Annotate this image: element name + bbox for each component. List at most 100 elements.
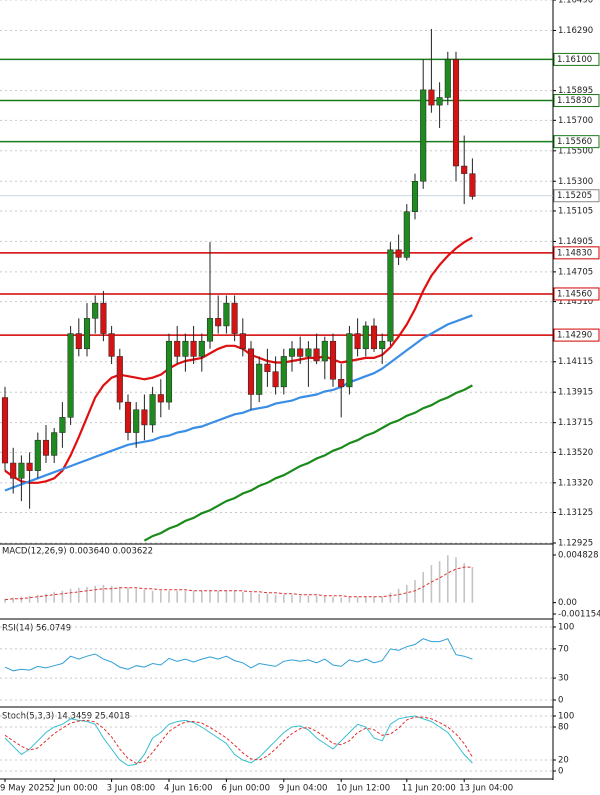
y-tick-label: 0.00 [558, 598, 577, 608]
candle-body [157, 394, 164, 403]
candle-body [305, 348, 312, 357]
histogram-bar [356, 596, 359, 603]
histogram-bar [324, 595, 326, 603]
y-tick-label: 20 [558, 756, 569, 766]
histogram-bar [45, 593, 47, 603]
candle-body [247, 348, 255, 395]
histogram-bar [201, 590, 203, 603]
histogram-bar [4, 598, 6, 603]
y-tick-label: 80 [558, 723, 569, 733]
candle-body [198, 340, 205, 357]
histogram-bar [12, 597, 14, 603]
candle-body [10, 462, 17, 479]
candle-body [370, 325, 378, 350]
candle-body [92, 302, 99, 319]
candle-body [346, 333, 353, 388]
candle-body [321, 340, 328, 362]
current-price-label: 1.15205 [557, 191, 592, 201]
histogram-bar [127, 587, 129, 603]
histogram-bar [348, 596, 351, 603]
candle-body [83, 318, 91, 350]
y-tick-label: 1.14510 [558, 297, 593, 307]
candle-body [288, 348, 296, 357]
histogram-bar [365, 596, 367, 603]
histogram-bar [471, 567, 474, 603]
candle-body [124, 401, 132, 433]
candle-body [141, 409, 148, 426]
x-tick-label: 13 Jun 04:00 [459, 784, 513, 794]
candle-body [469, 173, 476, 197]
histogram-bar [438, 561, 441, 603]
candle-body [362, 325, 369, 350]
histogram-bar [299, 595, 301, 603]
candle-body [231, 302, 238, 334]
candle-body [256, 363, 263, 395]
level-label-box [553, 246, 600, 260]
candle-body [338, 379, 345, 388]
histogram-bar [258, 593, 260, 603]
y-tick-label: 1.15105 [558, 206, 593, 216]
candle-body [206, 318, 214, 342]
candle-body [387, 249, 394, 342]
x-tick-label: 9 Jun 04:00 [279, 784, 328, 794]
y-tick-label: 1.13715 [558, 418, 593, 428]
candle-body [354, 333, 361, 350]
candle-body [239, 333, 246, 350]
candle-body [190, 340, 197, 357]
moving-average [4, 236, 473, 484]
candle-body [51, 432, 58, 456]
x-tick-label: 4 Jun 16:00 [164, 784, 213, 794]
y-tick-label: 1.15500 [558, 146, 593, 156]
histogram-bar [250, 592, 252, 603]
candle-body [215, 318, 222, 327]
y-tick-label: -0.001154 [558, 610, 600, 620]
histogram-bar [455, 557, 457, 603]
x-tick-label: 10 Jun 12:00 [336, 784, 390, 794]
moving-average [143, 384, 473, 542]
histogram-bar [332, 596, 334, 603]
histogram-bar [110, 585, 113, 603]
level-label: 1.16100 [557, 55, 592, 65]
histogram-bar [340, 597, 342, 603]
histogram-bar [119, 586, 121, 603]
y-tick-label: 1.13520 [558, 448, 593, 458]
rsi-title: RSI(14) 56.0749 [2, 624, 71, 634]
candle-body [461, 165, 468, 174]
y-tick-label: 0.004828 [558, 551, 599, 561]
y-tick-label: 1.14115 [558, 357, 593, 367]
signal-line [4, 566, 473, 601]
candle-body [34, 439, 41, 471]
y-tick-label: 30 [558, 674, 569, 684]
candle-body [280, 356, 287, 388]
histogram-bar [160, 590, 162, 603]
candle-body [59, 417, 66, 433]
candle-body [149, 394, 156, 426]
y-tick-label: 1.16290 [558, 26, 593, 36]
candle-body [182, 340, 189, 357]
level-label: 1.14830 [557, 248, 592, 258]
histogram-bar [209, 590, 211, 603]
indicator-line [4, 638, 473, 672]
candle-body [329, 340, 337, 380]
x-tick-label: 6 Jun 00:00 [221, 784, 270, 794]
candle-body [420, 89, 427, 182]
histogram-bar [373, 596, 375, 603]
level-label: 1.15830 [557, 96, 592, 106]
level-label-box [553, 52, 600, 66]
y-tick-label: 1.12925 [558, 539, 593, 549]
level-label-box [553, 135, 600, 149]
histogram-bar [217, 590, 219, 603]
candle-body [264, 363, 271, 372]
candle-body [116, 356, 123, 403]
histogram-bar [61, 590, 64, 603]
histogram-bar [20, 596, 23, 603]
x-tick-label: 3 Jun 08:00 [107, 784, 156, 794]
level-label: 1.14560 [557, 289, 592, 299]
candle-body [75, 333, 82, 350]
y-tick-label: 1.14705 [558, 267, 593, 277]
candle-body [297, 348, 304, 357]
indicator-line [4, 716, 473, 764]
current-price-box [553, 189, 600, 203]
y-tick-label: 1.15700 [558, 116, 593, 126]
